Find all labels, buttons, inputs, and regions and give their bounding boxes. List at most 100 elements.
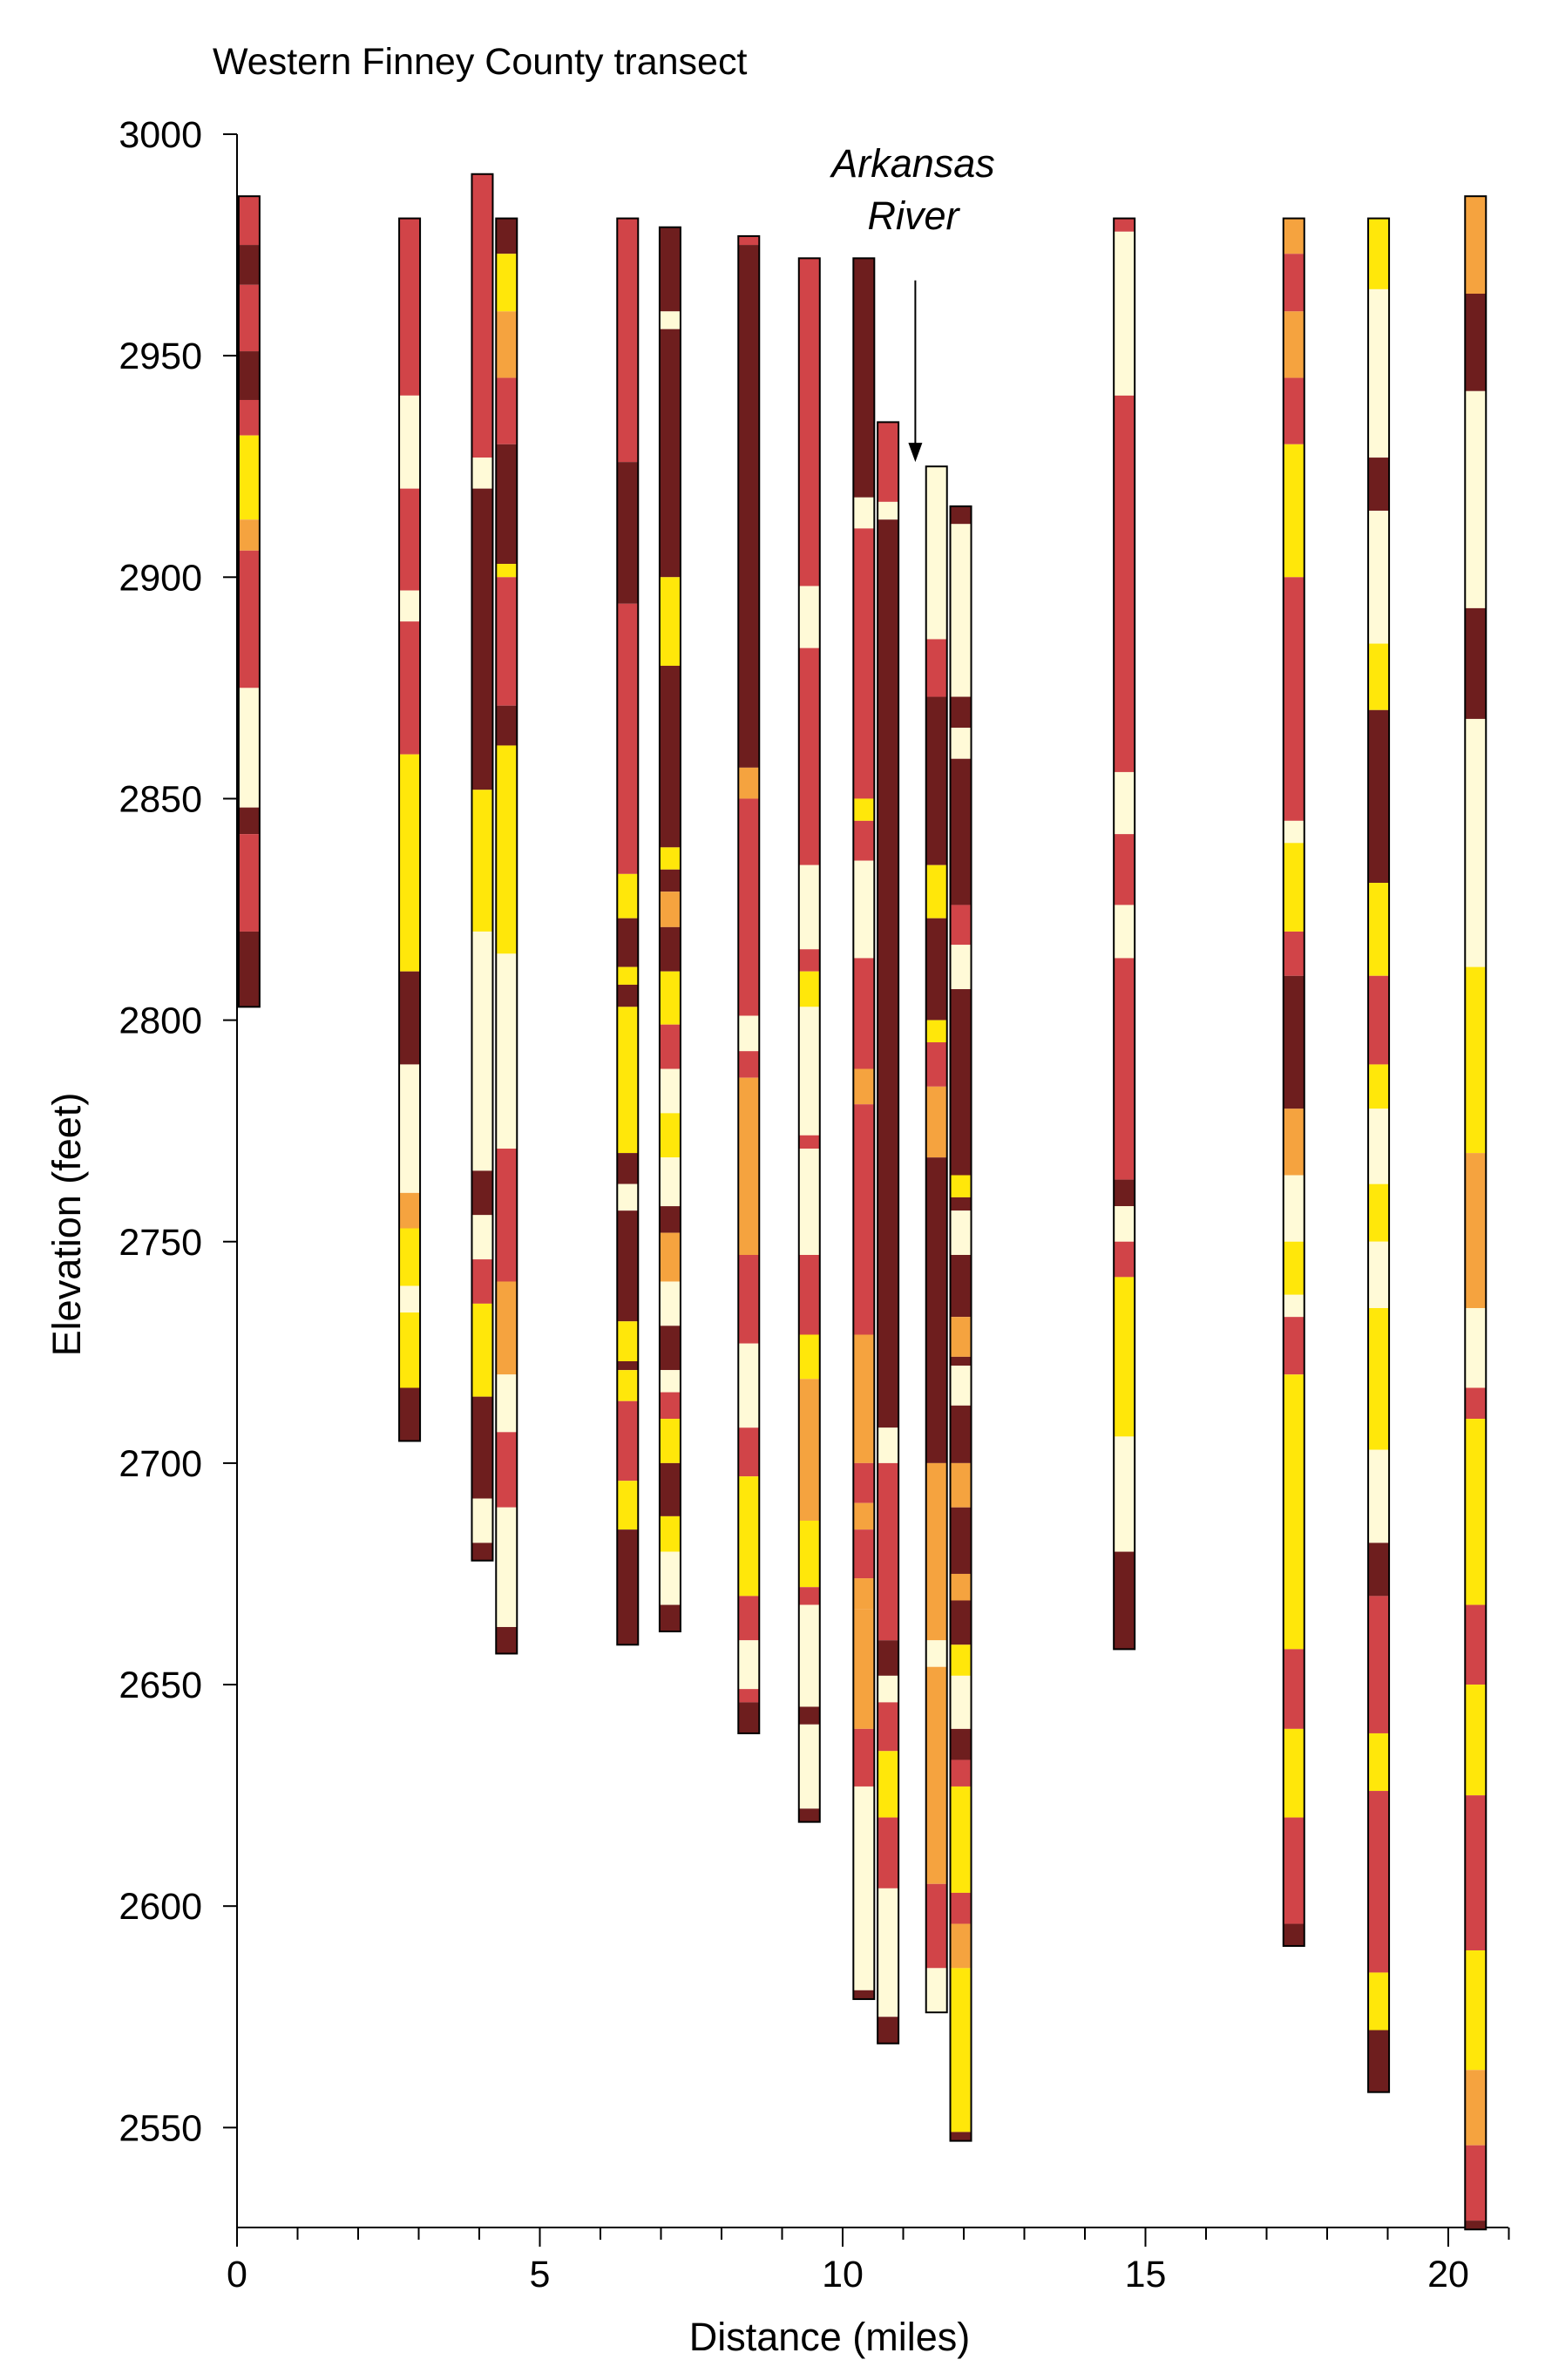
lithology-interval (1465, 390, 1487, 608)
lithology-interval (617, 603, 639, 874)
lithology-interval (617, 1370, 639, 1401)
lithology-interval (1465, 2145, 1487, 2221)
lithology-interval (950, 696, 972, 729)
lithology-interval (738, 1427, 760, 1477)
lithology-interval (798, 1808, 820, 1822)
lithology-interval (238, 399, 260, 436)
lithology-interval (1368, 1307, 1390, 1450)
lithology-interval (659, 1206, 681, 1233)
well-column (949, 505, 972, 2142)
lithology-interval (1368, 1732, 1390, 1792)
lithology-interval (950, 1892, 972, 1924)
lithology-interval (1283, 377, 1304, 444)
lithology-interval (1368, 1972, 1390, 2031)
well-outline (471, 173, 494, 1562)
lithology-interval (878, 1888, 899, 2017)
lithology-interval (659, 1392, 681, 1420)
lithology-interval (853, 1462, 875, 1503)
lithology-interval (798, 1706, 820, 1725)
lithology-interval (659, 926, 681, 972)
lithology-interval (950, 505, 972, 525)
lithology-interval (738, 1640, 760, 1690)
lithology-interval (950, 1175, 972, 1197)
lithology-interval (1283, 254, 1304, 312)
lithology-interval (238, 519, 260, 551)
well-column (925, 465, 948, 2014)
lithology-interval (853, 497, 875, 529)
lithology-interval (399, 971, 421, 1065)
y-tick-label: 2550 (119, 2107, 202, 2149)
lithology-interval (1368, 1791, 1390, 1973)
arkansas-river-annotation: Arkansas River (829, 141, 995, 463)
x-tick-label: 20 (1427, 2254, 1469, 2295)
well-column (1464, 195, 1487, 2231)
lithology-interval (1114, 1551, 1135, 1650)
lithology-interval (738, 1702, 760, 1733)
lithology-interval (925, 1020, 947, 1043)
lithology-interval (659, 1024, 681, 1069)
lithology-interval (1465, 1950, 1487, 2071)
lithology-interval (950, 1462, 972, 1508)
lithology-interval (738, 1476, 760, 1597)
lithology-interval (950, 1210, 972, 1255)
lithology-interval (738, 767, 760, 799)
lithology-interval (1283, 1241, 1304, 1295)
well-column (616, 217, 640, 1646)
lithology-interval (496, 745, 518, 954)
y-tick-label: 2800 (119, 1000, 202, 1042)
y-tick-label: 2950 (119, 336, 202, 377)
lithology-interval (1368, 288, 1390, 458)
lithology-interval (853, 798, 875, 821)
lithology-interval (617, 984, 639, 1007)
lithology-interval (238, 435, 260, 520)
lithology-interval (1114, 1436, 1135, 1552)
lithology-interval (878, 501, 899, 520)
lithology-interval (399, 488, 421, 591)
well-outline (797, 257, 821, 1823)
lithology-interval (925, 1157, 947, 1463)
lithology-interval (878, 1817, 899, 1888)
lithology-interval (238, 550, 260, 688)
lithology-interval (1368, 511, 1390, 644)
lithology-interval (798, 1334, 820, 1380)
y-tick-label: 2600 (119, 1886, 202, 1928)
lithology-interval (950, 1728, 972, 1760)
lithology-interval (853, 1502, 875, 1530)
well-column (1367, 217, 1391, 2093)
lithology-interval (925, 1086, 947, 1158)
lithology-interval (950, 758, 972, 905)
lithology-interval (738, 1254, 760, 1344)
lithology-interval (853, 1990, 875, 1999)
lithology-interval (798, 1587, 820, 1605)
lithology-interval (471, 488, 493, 790)
lithology-interval (1283, 311, 1304, 378)
lithology-interval (1283, 820, 1304, 844)
well-column (237, 195, 261, 1008)
lithology-interval (738, 1689, 760, 1703)
lithology-interval (1114, 231, 1135, 396)
lithology-interval (1283, 843, 1304, 932)
lithology-interval (1283, 931, 1304, 976)
well-outline (949, 505, 972, 2142)
lithology-interval (1465, 607, 1487, 719)
lithology-interval (950, 1760, 972, 1787)
y-tick-label: 2700 (119, 1443, 202, 1485)
lithology-interval (659, 1419, 681, 1463)
lithology-interval (1368, 1543, 1390, 1597)
lithology-interval (659, 1370, 681, 1393)
lithology-interval (950, 2132, 972, 2141)
lithology-interval (471, 1303, 493, 1397)
lithology-interval (1114, 1179, 1135, 1207)
lithology-interval (738, 1077, 760, 1255)
lithology-interval (878, 1640, 899, 1676)
lithology-interval (659, 892, 681, 927)
lithology-interval (1465, 2221, 1487, 2230)
lithology-interval (878, 519, 899, 1428)
lithology-interval (496, 577, 518, 706)
lithology-interval (1368, 1596, 1390, 1733)
lithology-interval (496, 705, 518, 746)
lithology-interval (798, 1604, 820, 1707)
lithology-interval (471, 458, 493, 489)
lithology-interval (1368, 975, 1390, 1065)
lithology-interval (496, 1149, 518, 1282)
